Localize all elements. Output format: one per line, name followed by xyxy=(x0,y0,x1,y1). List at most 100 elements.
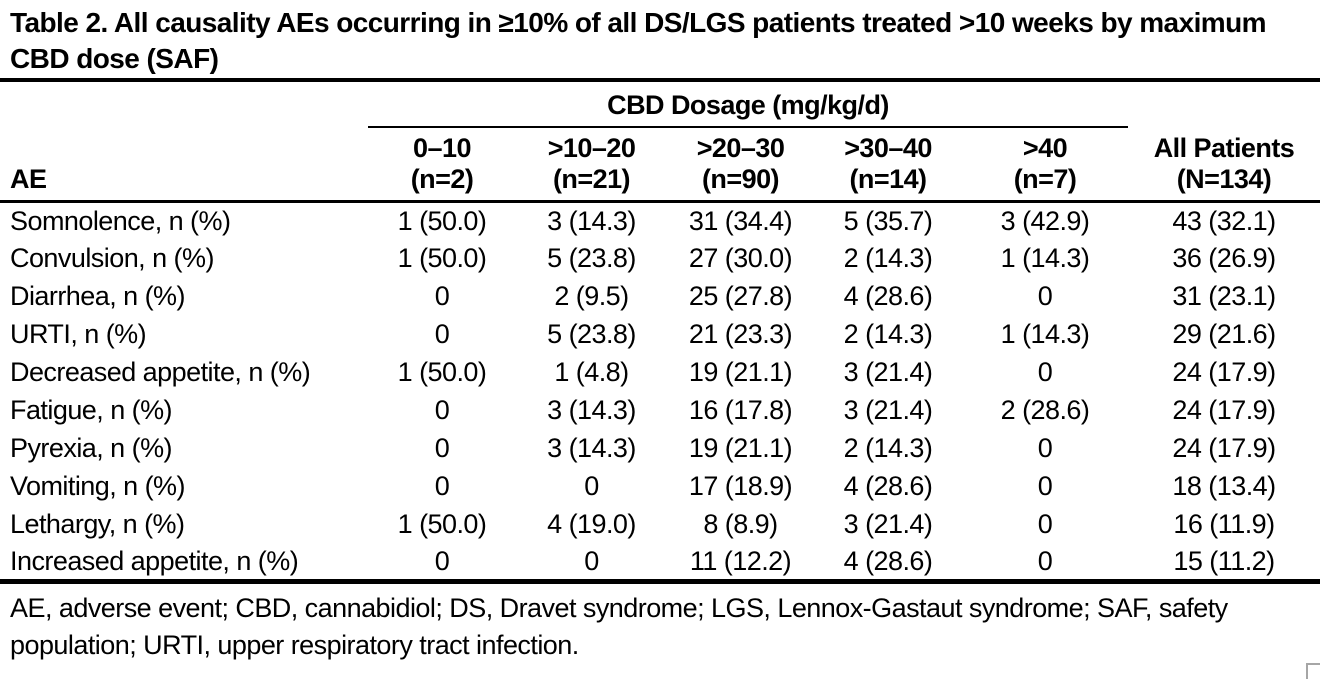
value-cell-all-patients: 16 (11.9) xyxy=(1173,509,1275,539)
value-cell-dose-4: 3 (21.4) xyxy=(843,395,933,425)
value-cell-dose-5: 3 (42.9) xyxy=(1000,205,1090,236)
value-cell-dose-3: 8 (8.9) xyxy=(703,509,778,539)
table-row: Pyrexia, n (%) 0 3 (14.3) 19 (21.1) 2 (1… xyxy=(0,430,1320,468)
table-row: Fatigue, n (%) 0 3 (14.3) 16 (17.8) 3 (2… xyxy=(0,392,1320,430)
spacer-cell xyxy=(0,80,368,127)
col-header-dose-3: >20–30 xyxy=(696,133,785,163)
value-cell-dose-4: 4 (28.6) xyxy=(843,281,933,311)
table-header: CBD Dosage (mg/kg/d) 0–10 >10–20 >20–30 … xyxy=(0,80,1320,203)
ae-name-cell: Fatigue, n (%) xyxy=(10,395,173,425)
table-row: Vomiting, n (%) 0 0 17 (18.9) 4 (28.6) 0… xyxy=(0,468,1320,506)
table-row: Lethargy, n (%) 1 (50.0) 4 (19.0) 8 (8.9… xyxy=(0,506,1320,544)
value-cell-dose-2: 4 (19.0) xyxy=(547,509,636,539)
value-cell-all-patients: 29 (21.6) xyxy=(1172,319,1276,349)
table-row: Somnolence, n (%) 1 (50.0) 3 (14.3) 31 (… xyxy=(0,202,1320,240)
table-row: Convulsion, n (%) 1 (50.0) 5 (23.8) 27 (… xyxy=(0,240,1320,278)
value-cell-all-patients: 18 (13.4) xyxy=(1172,471,1276,501)
value-cell-dose-4: 4 (28.6) xyxy=(843,545,933,576)
value-cell-dose-1: 1 (50.0) xyxy=(397,509,487,539)
value-cell-dose-3: 21 (23.3) xyxy=(688,319,793,349)
value-cell-dose-2: 0 xyxy=(584,471,599,501)
value-cell-dose-1: 1 (50.0) xyxy=(397,243,487,273)
value-cell-dose-2: 3 (14.3) xyxy=(547,395,636,425)
spacer-cell xyxy=(1128,80,1320,127)
n-count-dose-5: (n=7) xyxy=(962,164,1128,203)
table-body: Somnolence, n (%) 1 (50.0) 3 (14.3) 31 (… xyxy=(0,202,1320,582)
value-cell-dose-2: 3 (14.3) xyxy=(547,205,636,236)
value-cell-dose-2: 5 (23.8) xyxy=(547,243,636,273)
ae-name-cell: Pyrexia, n (%) xyxy=(10,433,173,463)
value-cell-dose-3: 11 (12.2) xyxy=(689,545,792,576)
value-cell-all-patients: 24 (17.9) xyxy=(1172,357,1276,387)
value-cell-all-patients: 43 (32.1) xyxy=(1172,205,1276,236)
value-cell-dose-3: 25 (27.8) xyxy=(688,281,793,311)
spanner-row: CBD Dosage (mg/kg/d) xyxy=(0,80,1320,128)
value-cell-dose-4: 5 (35.7) xyxy=(843,205,933,236)
value-cell-dose-3: 17 (18.9) xyxy=(688,471,793,501)
n-count-row: AE (n=2) (n=21) (n=90) (n=14) (n=7) (N=1… xyxy=(0,164,1320,203)
value-cell-dose-2: 5 (23.8) xyxy=(547,319,636,349)
ae-name-cell: Somnolence, n (%) xyxy=(10,205,231,236)
value-cell-dose-5: 0 xyxy=(1037,357,1053,387)
value-cell-dose-5: 0 xyxy=(1037,471,1053,501)
value-cell-all-patients: 24 (17.9) xyxy=(1172,395,1276,425)
value-cell-dose-2: 2 (9.5) xyxy=(554,281,629,311)
value-cell-dose-1: 0 xyxy=(434,433,450,463)
ae-name-cell: Increased appetite, n (%) xyxy=(10,545,299,576)
table-resize-handle-icon[interactable] xyxy=(1306,663,1320,679)
spacer-cell xyxy=(0,127,368,164)
ae-column-header: AE xyxy=(0,164,368,203)
value-cell-dose-1: 0 xyxy=(434,471,450,501)
footnote: AE, adverse event; CBD, cannabidiol; DS,… xyxy=(10,593,1228,660)
ae-name-cell: Convulsion, n (%) xyxy=(10,243,214,273)
dose-range-row: 0–10 >10–20 >20–30 >30–40 >40 All Patien… xyxy=(0,127,1320,164)
value-cell-dose-5: 1 (14.3) xyxy=(1000,243,1090,273)
value-cell-dose-2: 0 xyxy=(584,545,599,576)
ae-name-cell: Vomiting, n (%) xyxy=(10,471,186,501)
value-cell-dose-4: 2 (14.3) xyxy=(843,243,933,273)
n-count-dose-1: (n=2) xyxy=(368,164,516,203)
value-cell-all-patients: 31 (23.1) xyxy=(1172,281,1276,311)
ae-table: CBD Dosage (mg/kg/d) 0–10 >10–20 >20–30 … xyxy=(0,78,1320,584)
n-count-dose-3: (n=90) xyxy=(667,164,814,203)
col-header-all-patients: All Patients xyxy=(1153,132,1295,163)
value-cell-dose-1: 0 xyxy=(434,281,450,311)
col-header-dose-4: >30–40 xyxy=(844,133,932,163)
value-cell-dose-1: 1 (50.0) xyxy=(397,205,487,236)
value-cell-dose-1: 0 xyxy=(434,395,450,425)
value-cell-dose-3: 19 (21.1) xyxy=(688,357,793,387)
value-cell-dose-5: 0 xyxy=(1037,433,1053,463)
value-cell-dose-1: 0 xyxy=(434,545,450,576)
value-cell-dose-5: 2 (28.6) xyxy=(1000,395,1090,425)
table-row: Increased appetite, n (%) 0 0 11 (12.2) … xyxy=(0,544,1320,582)
col-header-dose-1: 0–10 xyxy=(413,133,471,163)
value-cell-dose-4: 3 (21.4) xyxy=(843,509,933,539)
col-header-dose-2: >10–20 xyxy=(547,133,636,163)
value-cell-dose-3: 19 (21.1) xyxy=(688,433,793,463)
value-cell-dose-2: 1 (4.8) xyxy=(554,357,629,387)
col-header-dose-5: >40 xyxy=(1022,133,1068,163)
value-cell-dose-5: 0 xyxy=(1037,509,1053,539)
n-count-dose-2: (n=21) xyxy=(516,164,667,203)
value-cell-dose-5: 0 xyxy=(1037,545,1053,576)
table-row: Diarrhea, n (%) 0 2 (9.5) 25 (27.8) 4 (2… xyxy=(0,278,1320,316)
table-row: URTI, n (%) 0 5 (23.8) 21 (23.3) 2 (14.3… xyxy=(0,316,1320,354)
value-cell-dose-4: 4 (28.6) xyxy=(843,471,933,501)
value-cell-dose-4: 3 (21.4) xyxy=(843,357,933,387)
value-cell-dose-5: 0 xyxy=(1037,281,1053,311)
value-cell-dose-3: 27 (30.0) xyxy=(688,243,793,273)
ae-name-cell: URTI, n (%) xyxy=(10,319,147,349)
value-cell-all-patients: 36 (26.9) xyxy=(1172,243,1276,273)
table-title: Table 2. All causality AEs occurring in … xyxy=(10,7,1267,74)
value-cell-dose-2: 3 (14.3) xyxy=(547,433,636,463)
value-cell-all-patients: 24 (17.9) xyxy=(1172,433,1276,463)
ae-name-cell: Lethargy, n (%) xyxy=(10,509,185,539)
dosage-spanner-header: CBD Dosage (mg/kg/d) xyxy=(368,80,1128,128)
value-cell-dose-4: 2 (14.3) xyxy=(843,319,933,349)
value-cell-dose-1: 0 xyxy=(434,319,450,349)
value-cell-dose-1: 1 (50.0) xyxy=(397,357,487,387)
ae-name-cell: Decreased appetite, n (%) xyxy=(10,357,311,387)
table-row: Decreased appetite, n (%) 1 (50.0) 1 (4.… xyxy=(0,354,1320,392)
value-cell-dose-3: 31 (34.4) xyxy=(688,205,793,236)
